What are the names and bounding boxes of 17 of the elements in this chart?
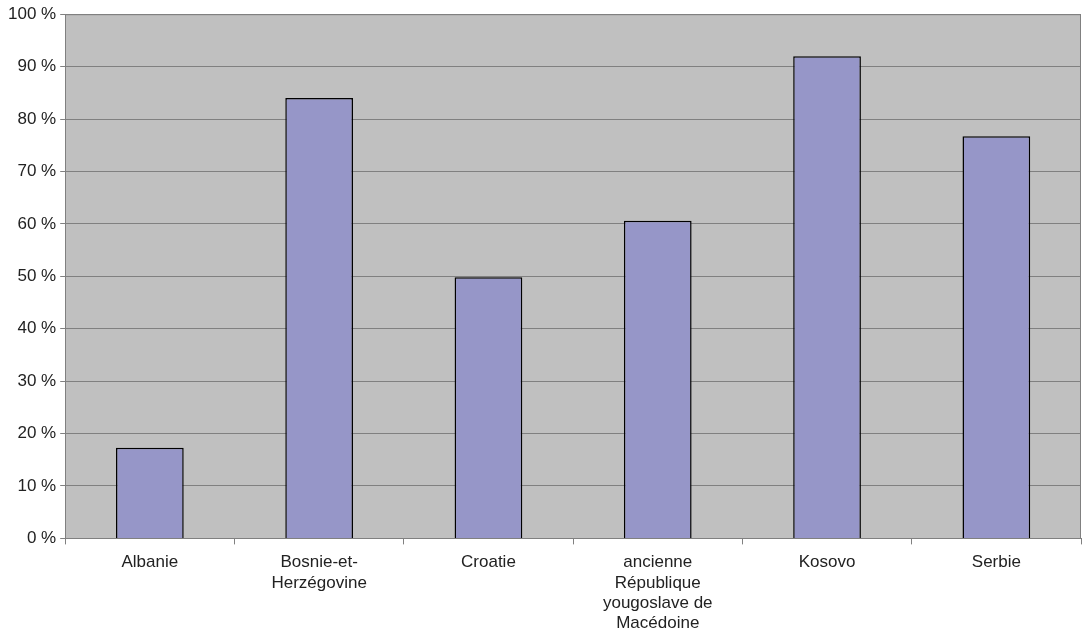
y-tick-label: 60 % [17,213,57,233]
y-tick-label: 50 % [17,265,57,285]
y-tick-label: 30 % [17,370,57,390]
y-tick-label: 0 % [26,528,57,548]
x-tick-label: Kosovo [798,552,856,572]
x-tick-label: ancienne République yougoslave de Macédoine [602,552,713,633]
x-tick-label: Serbie [971,552,1021,572]
y-tick-label: 20 % [17,423,57,443]
y-tick-label: 70 % [17,161,57,181]
y-tick-label: 10 % [17,475,57,495]
y-tick-label: 80 % [17,108,57,128]
x-tick-label: Croatie [461,552,516,572]
y-tick-label: 40 % [17,318,57,338]
y-tick-label: 90 % [17,56,57,76]
y-tick-label: 100 % [8,3,57,23]
x-tick-label: Bosnie-et-Herzégovine [271,552,367,592]
x-tick-label: Albanie [121,552,179,572]
